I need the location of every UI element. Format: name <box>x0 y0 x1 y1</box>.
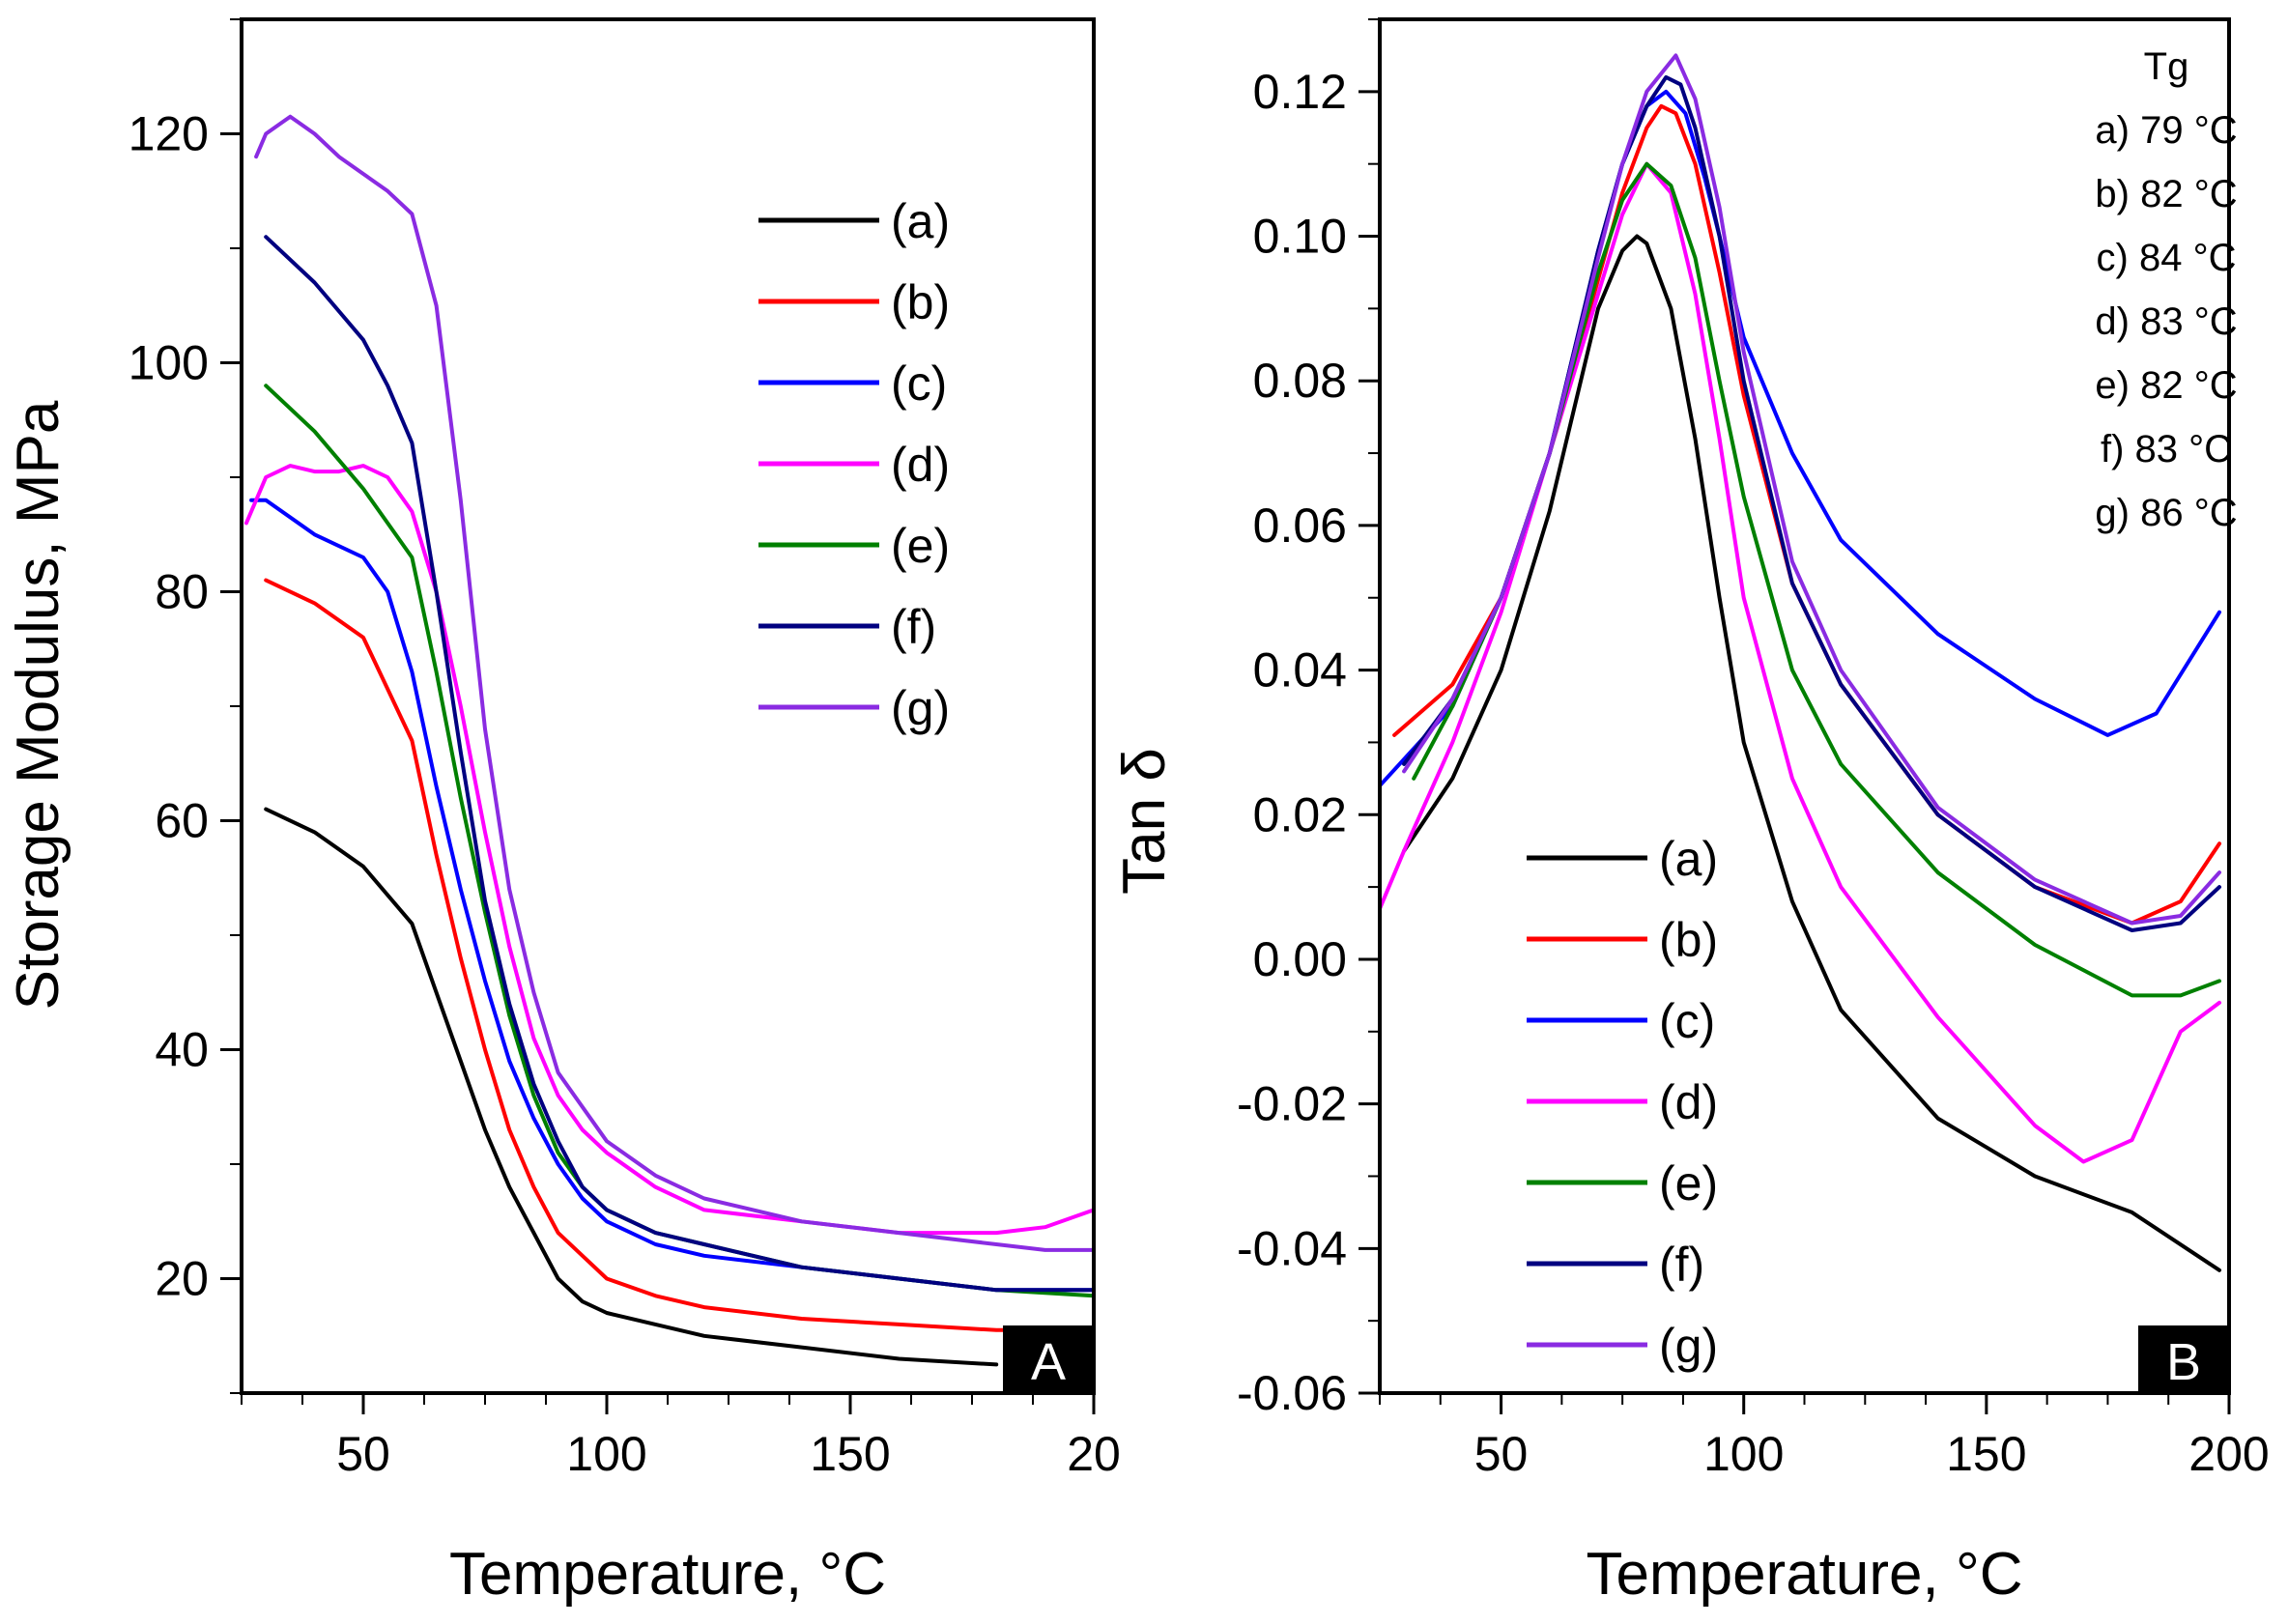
x-tick-label: 150 <box>1946 1427 2026 1481</box>
x-tick-label: 100 <box>1703 1427 1784 1481</box>
tg-value: g) 86 °C <box>2095 492 2237 534</box>
series-line-d <box>1380 161 2221 1164</box>
x-tick-label: 50 <box>336 1427 390 1481</box>
tg-value: e) 82 °C <box>2095 364 2237 407</box>
y-tick-label: 100 <box>129 336 209 390</box>
legend-entry-label: (d) <box>1659 1075 1718 1129</box>
y-tick-label: 120 <box>129 107 209 161</box>
plot-frame <box>240 17 1096 1395</box>
series-line-e <box>264 384 1094 1298</box>
legend-entry-label: (a) <box>1659 832 1718 886</box>
series-line-a <box>264 807 999 1367</box>
series-line-g <box>1402 53 2221 926</box>
y-tick-label: 80 <box>155 565 209 619</box>
panel-label-box <box>2138 1325 2229 1393</box>
x-tick-label: 100 <box>566 1427 646 1481</box>
panel-b-chart: 50 100 150 200 -0.06 -0.04 -0.02 0.00 0.02 0.04 0.… <box>1111 17 2270 1608</box>
tg-value: f) 83 °C <box>2101 428 2232 470</box>
y-tick-label: -0.06 <box>1237 1366 1347 1420</box>
y-tick-label: 0.06 <box>1253 499 1347 553</box>
y-axis-label: Tan δ <box>1111 748 1178 895</box>
series-line-e <box>1412 161 2221 998</box>
series-line-a <box>1402 234 2221 1272</box>
legend-entry-label: (e) <box>1659 1156 1718 1211</box>
panel-a-chart: 50 100 150 20 20 40 60 80 100 120 Temperature, °C S… <box>5 17 1121 1608</box>
y-tick-label: 0.04 <box>1253 643 1347 698</box>
y-tick-label: 0.02 <box>1253 787 1347 841</box>
y-tick-label: -0.04 <box>1237 1221 1347 1275</box>
panel-label: A <box>1031 1333 1066 1391</box>
panel-label: B <box>2166 1333 2201 1391</box>
y-tick-label: 0.12 <box>1253 65 1347 119</box>
series-line-d <box>244 464 1094 1236</box>
series-line-f <box>264 235 1094 1293</box>
legend-entry-label: (g) <box>891 681 950 735</box>
tg-title: Tg <box>2144 45 2189 88</box>
y-tick-label: 0.08 <box>1253 354 1347 408</box>
x-tick-label: 200 <box>2188 1427 2269 1481</box>
legend-entry-label: (b) <box>891 275 950 329</box>
series-line-c <box>249 498 1094 1293</box>
y-tick-label: 60 <box>155 794 209 848</box>
tg-value: b) 82 °C <box>2095 173 2237 215</box>
x-tick-label: 20 <box>1067 1427 1121 1481</box>
tg-annotation: Tg a) 79 °C b) 82 °C c) 84 °C d) 83 °C e) 82 … <box>2095 45 2237 534</box>
tg-value: c) 84 °C <box>2097 237 2237 279</box>
legend-entry-label: (b) <box>1659 913 1718 967</box>
panel-label-box <box>1003 1325 1094 1393</box>
legend-entry-label: (g) <box>1659 1319 1718 1373</box>
y-tick-label: -0.02 <box>1237 1077 1347 1131</box>
series-line-b <box>264 578 1094 1332</box>
plot-frame <box>1378 17 2231 1395</box>
legend-entry-label: (e) <box>891 519 950 573</box>
x-axis-label: Temperature, °C <box>449 1541 886 1608</box>
x-axis-label: Temperature, °C <box>1586 1541 2022 1608</box>
legend-entry-label: (c) <box>1659 994 1715 1048</box>
series-line-g <box>254 114 1094 1252</box>
series-group <box>1380 53 2221 1272</box>
legend: (a) (b) (c) (d) (e) (f) (g) <box>758 194 950 735</box>
legend-entry-label: (d) <box>891 438 950 492</box>
tg-value: a) 79 °C <box>2095 109 2237 152</box>
y-tick-label: 0.10 <box>1253 210 1347 264</box>
x-tick-label: 50 <box>1474 1427 1529 1481</box>
x-tick-label: 150 <box>810 1427 890 1481</box>
legend-entry-label: (f) <box>891 600 936 654</box>
legend-entry-label: (f) <box>1659 1238 1704 1292</box>
y-tick-label: 40 <box>155 1023 209 1077</box>
legend-entry-label: (c) <box>891 356 947 411</box>
y-tick-label: 20 <box>155 1252 209 1306</box>
tg-value: d) 83 °C <box>2095 300 2237 343</box>
legend-entry-label: (a) <box>891 194 950 248</box>
series-group <box>244 114 1094 1367</box>
y-axis-label: Storage Modulus, MPa <box>5 400 72 1010</box>
y-tick-label: 0.00 <box>1253 932 1347 986</box>
legend: (a) (b) (c) (d) (e) (f) (g) <box>1527 832 1718 1373</box>
